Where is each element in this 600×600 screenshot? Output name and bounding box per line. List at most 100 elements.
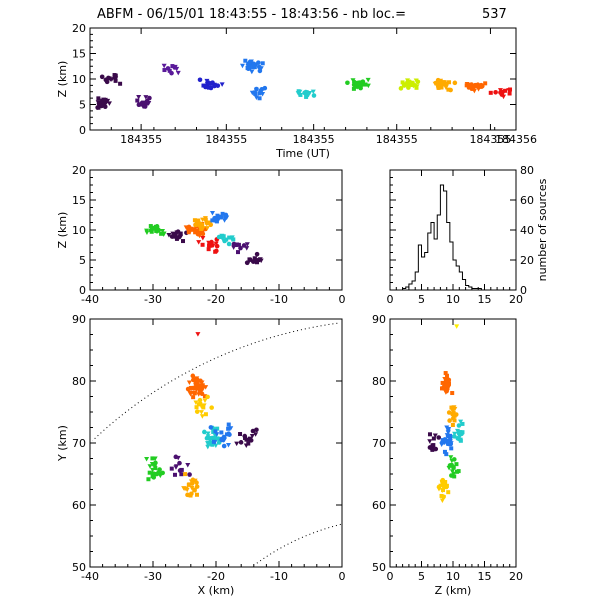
points-layer <box>95 58 513 504</box>
source-point <box>448 441 454 447</box>
source-point <box>213 429 218 434</box>
source-point <box>452 418 457 423</box>
source-point <box>238 440 244 445</box>
source-point <box>208 85 214 91</box>
source-point <box>247 436 252 441</box>
source-point <box>199 380 205 385</box>
y-tick-label: 20 <box>72 164 86 177</box>
source-point <box>454 324 460 329</box>
source-point <box>220 438 225 443</box>
source-point <box>226 422 231 427</box>
source-point <box>442 449 447 454</box>
source-point <box>209 405 214 410</box>
source-point <box>99 74 105 80</box>
source-point <box>256 60 261 65</box>
source-point <box>161 63 167 69</box>
source-point <box>252 65 257 70</box>
source-point <box>213 241 219 247</box>
source-point <box>211 429 216 434</box>
source-point <box>311 93 317 98</box>
histogram-bar <box>425 253 428 291</box>
source-point <box>189 226 194 231</box>
range-ring <box>254 523 341 566</box>
source-point <box>446 427 451 432</box>
source-point <box>118 81 123 86</box>
source-point <box>205 441 211 446</box>
x-tick-label: -20 <box>207 570 225 583</box>
zy-points <box>427 324 465 504</box>
x-tick-label: 0 <box>339 570 346 583</box>
zy-xlabel: Z (km) <box>435 584 472 597</box>
source-point <box>210 218 215 223</box>
source-point <box>219 430 224 435</box>
source-point <box>197 388 203 394</box>
source-point <box>217 215 222 220</box>
source-point <box>175 70 181 76</box>
y-tick-label: 60 <box>520 194 534 207</box>
source-point <box>351 86 356 91</box>
source-point <box>449 473 454 478</box>
source-point <box>255 260 260 265</box>
source-point <box>445 386 450 392</box>
source-point <box>203 217 208 222</box>
source-point <box>430 443 436 448</box>
xz-panel: -40 -30 -20 -10 0 0 5 10 15 20 Z (km) <box>56 164 346 306</box>
source-point <box>459 431 464 437</box>
y-tick-label: 60 <box>72 499 86 512</box>
source-point <box>202 394 207 399</box>
y-tick-label: 70 <box>72 437 86 450</box>
source-point <box>178 234 184 240</box>
x-tick-label: 10 <box>446 293 460 306</box>
source-point <box>160 470 165 476</box>
source-point <box>169 70 174 76</box>
source-point <box>193 385 198 390</box>
source-point <box>224 237 229 242</box>
source-point <box>205 431 211 437</box>
source-point <box>452 474 457 479</box>
x-tick-label: 5 <box>418 293 425 306</box>
source-point <box>199 414 205 419</box>
y-tick-label: 15 <box>72 194 86 207</box>
source-point <box>193 400 199 406</box>
source-point <box>187 390 193 396</box>
x-tick-label: -40 <box>81 570 99 583</box>
source-point <box>194 409 200 414</box>
source-point <box>249 69 255 75</box>
source-point <box>446 465 452 471</box>
x-tick-label: 15 <box>478 570 492 583</box>
y-tick-label: 15 <box>72 48 86 61</box>
source-point <box>440 80 446 85</box>
source-point <box>209 239 214 245</box>
source-point <box>358 80 364 85</box>
source-point <box>450 423 455 428</box>
x-tick-label: -40 <box>81 293 99 306</box>
source-point <box>451 465 456 470</box>
source-point <box>200 242 205 247</box>
source-point <box>226 426 231 431</box>
source-point <box>150 467 156 473</box>
y-tick-label: 0 <box>79 124 86 137</box>
source-point <box>248 59 254 65</box>
source-point <box>262 85 268 91</box>
source-point <box>186 230 191 235</box>
source-point <box>439 479 445 484</box>
source-point <box>228 426 234 431</box>
source-point <box>256 64 262 70</box>
source-point <box>170 64 175 69</box>
source-point <box>310 89 316 95</box>
source-point <box>152 456 158 462</box>
source-point <box>464 83 469 88</box>
source-point <box>446 87 451 92</box>
source-point <box>165 66 171 71</box>
source-point <box>146 477 151 482</box>
range-ring <box>92 322 338 442</box>
x-tick-label: 184356 <box>495 133 537 146</box>
source-point <box>198 383 203 388</box>
source-point <box>191 227 196 232</box>
source-point <box>435 77 441 83</box>
xz-points <box>144 211 264 266</box>
source-point <box>355 80 360 85</box>
source-point <box>358 82 363 87</box>
source-point <box>191 377 196 383</box>
